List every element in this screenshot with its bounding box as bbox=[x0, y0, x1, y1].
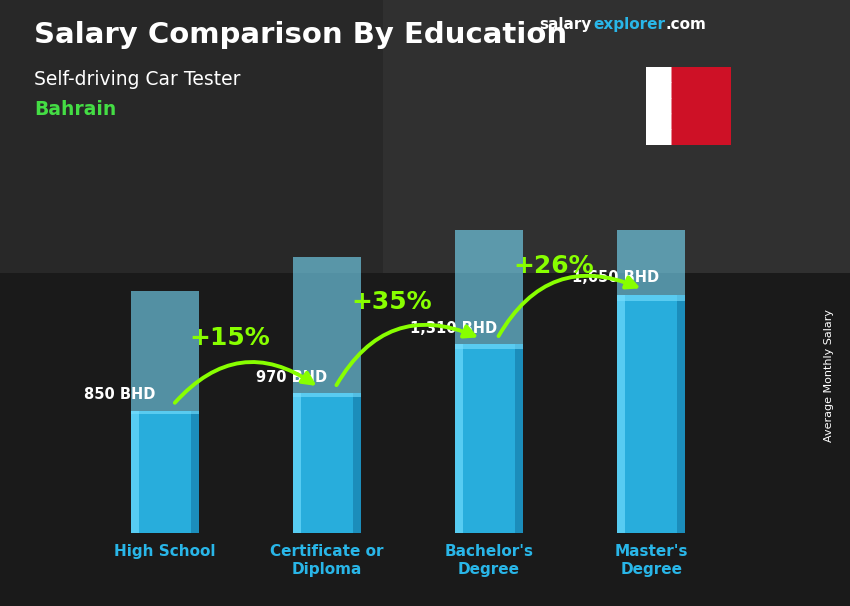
Bar bbox=[131, 291, 199, 414]
Text: +26%: +26% bbox=[513, 255, 594, 278]
Bar bbox=[131, 411, 139, 533]
Bar bbox=[455, 344, 463, 533]
Text: 1,650 BHD: 1,650 BHD bbox=[572, 270, 659, 285]
Bar bbox=[131, 411, 199, 533]
Text: Bahrain: Bahrain bbox=[34, 100, 116, 119]
Text: .com: .com bbox=[666, 17, 706, 32]
Bar bbox=[617, 63, 685, 301]
Bar bbox=[0, 273, 850, 606]
Bar bbox=[293, 393, 301, 533]
Bar bbox=[0, 0, 382, 273]
Text: +35%: +35% bbox=[352, 290, 432, 315]
Text: explorer: explorer bbox=[593, 17, 666, 32]
Polygon shape bbox=[672, 98, 686, 114]
Text: 1,310 BHD: 1,310 BHD bbox=[410, 321, 497, 336]
Text: Average Monthly Salary: Average Monthly Salary bbox=[824, 309, 834, 442]
Bar bbox=[617, 295, 626, 533]
Text: 970 BHD: 970 BHD bbox=[256, 370, 327, 385]
Bar bbox=[382, 0, 850, 273]
Bar bbox=[677, 295, 685, 533]
Polygon shape bbox=[672, 82, 686, 98]
Text: +15%: +15% bbox=[190, 327, 270, 350]
Text: 850 BHD: 850 BHD bbox=[84, 387, 156, 402]
Polygon shape bbox=[672, 67, 686, 82]
Bar bbox=[617, 295, 685, 533]
Bar bbox=[293, 257, 361, 397]
Bar bbox=[646, 67, 672, 145]
Text: salary: salary bbox=[540, 17, 592, 32]
Bar bbox=[293, 393, 361, 533]
Text: Salary Comparison By Education: Salary Comparison By Education bbox=[34, 21, 567, 49]
Polygon shape bbox=[672, 114, 686, 130]
Bar bbox=[190, 411, 199, 533]
Bar bbox=[353, 393, 361, 533]
Bar bbox=[455, 344, 523, 533]
Bar bbox=[455, 160, 523, 349]
Bar bbox=[515, 344, 523, 533]
Polygon shape bbox=[672, 130, 686, 145]
Text: Self-driving Car Tester: Self-driving Car Tester bbox=[34, 70, 241, 88]
